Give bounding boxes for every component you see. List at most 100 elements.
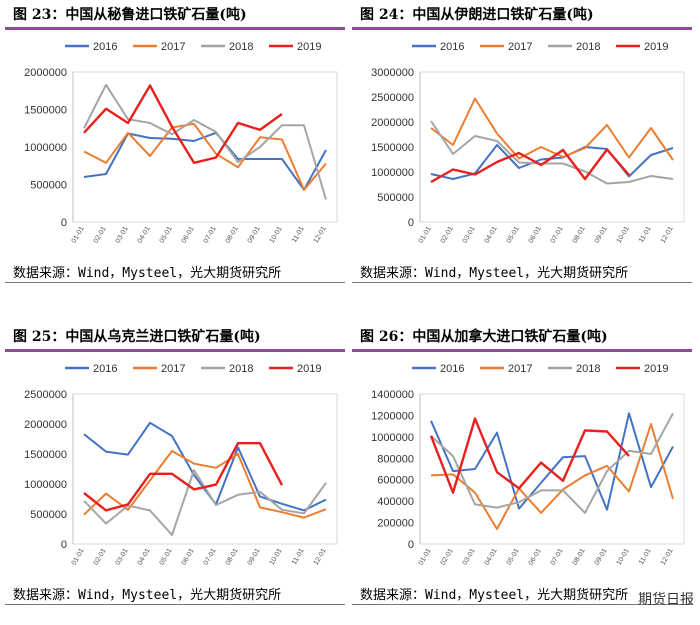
- series-line-2019: [430, 148, 630, 184]
- title-divider: [5, 27, 345, 30]
- legend-label: 2016: [93, 363, 117, 375]
- series-line-2019: [83, 84, 283, 165]
- line-chart: 0 500000 1000000 1500000 2000000 01-01 02-01 03…: [24, 41, 338, 245]
- x-tick-label: 08-01: [572, 547, 587, 566]
- data-source: 数据来源：Wind，Mysteel，光大期货研究所: [13, 588, 282, 603]
- x-tick-label: 04-01: [484, 225, 499, 244]
- x-tick-label: 10-01: [269, 225, 284, 244]
- x-tick-label: 03-01: [115, 547, 130, 566]
- y-tick-label: 0: [408, 539, 414, 551]
- x-tick-label: 09-01: [247, 225, 262, 244]
- x-tick-label: 01-01: [71, 225, 86, 244]
- legend-label: 2018: [229, 41, 253, 53]
- x-tick-label: 07-01: [203, 547, 218, 566]
- x-tick-label: 01-01: [418, 225, 433, 244]
- chart-title: 图 24：中国从伊朗进口铁矿石量(吨): [360, 7, 594, 23]
- x-tick-label: 03-01: [115, 225, 130, 244]
- y-tick-label: 0: [61, 217, 67, 229]
- x-tick-label: 05-01: [506, 547, 521, 566]
- x-tick-label: 09-01: [247, 547, 262, 566]
- line-chart: 0 500000 1000000 1500000 2000000 2500000 01-01…: [24, 363, 338, 567]
- series-line-2017: [430, 97, 674, 161]
- x-tick-label: 07-01: [550, 225, 565, 244]
- series-line-2019: [83, 441, 284, 512]
- watermark-logo: 期货日报: [638, 592, 694, 608]
- plot-area: [419, 71, 685, 223]
- series-line-2016: [83, 421, 327, 512]
- title-divider: [352, 27, 692, 30]
- x-tick-label: 12-01: [313, 547, 328, 566]
- y-tick-label: 800000: [377, 453, 414, 465]
- legend-label: 2019: [644, 363, 668, 375]
- x-tick-label: 07-01: [203, 225, 218, 244]
- series-line-2019: [429, 417, 630, 494]
- series-line-2016: [83, 131, 327, 191]
- y-tick-label: 1500000: [24, 449, 67, 461]
- y-tick-label: 500000: [30, 180, 67, 192]
- x-tick-label: 10-01: [616, 547, 631, 566]
- legend-label: 2019: [297, 363, 321, 375]
- x-tick-label: 12-01: [660, 225, 675, 244]
- y-tick-label: 2500000: [24, 389, 67, 401]
- x-tick-label: 02-01: [93, 225, 108, 244]
- x-tick-label: 12-01: [313, 225, 328, 244]
- x-tick-label: 05-01: [506, 225, 521, 244]
- x-tick-label: 06-01: [181, 225, 196, 244]
- x-tick-label: 05-01: [159, 225, 174, 244]
- y-tick-label: 3000000: [371, 67, 414, 79]
- legend-label: 2019: [644, 41, 668, 53]
- legend-label: 2018: [576, 41, 600, 53]
- y-tick-label: 600000: [377, 475, 414, 487]
- y-tick-label: 200000: [377, 518, 414, 530]
- x-tick-label: 11-01: [291, 547, 306, 566]
- x-tick-label: 10-01: [269, 547, 284, 566]
- x-tick-label: 06-01: [181, 547, 196, 566]
- x-tick-label: 06-01: [528, 547, 543, 566]
- y-tick-label: 0: [408, 217, 414, 229]
- x-tick-label: 10-01: [616, 225, 631, 244]
- y-tick-label: 1000000: [371, 432, 414, 444]
- data-source: 数据来源：Wind，Mysteel，光大期货研究所: [13, 266, 282, 281]
- chart-title: 图 26：中国从加拿大进口铁矿石量(吨): [360, 329, 608, 345]
- chart-panel-peru: 图 23：中国从秘鲁进口铁矿石量(吨) 0 500000 1000000 150000…: [5, 0, 345, 300]
- y-tick-label: 500000: [30, 509, 67, 521]
- y-tick-label: 1000000: [371, 167, 414, 179]
- series-line-2017: [83, 122, 327, 191]
- y-tick-label: 1000000: [24, 142, 67, 154]
- series-line-2018: [430, 120, 674, 185]
- y-tick-label: 2000000: [24, 67, 67, 79]
- x-tick-label: 09-01: [594, 225, 609, 244]
- series-line-2018: [430, 412, 674, 514]
- source-divider: [5, 282, 345, 283]
- source-divider: [352, 282, 692, 283]
- source-divider: [352, 604, 692, 605]
- source-divider: [5, 604, 345, 605]
- data-source: 数据来源：Wind，Mysteel，光大期货研究所: [360, 588, 629, 603]
- y-tick-label: 0: [61, 539, 67, 551]
- title-divider: [5, 349, 345, 352]
- title-divider: [352, 349, 692, 352]
- x-tick-label: 03-01: [462, 225, 477, 244]
- chart-title: 图 23：中国从秘鲁进口铁矿石量(吨): [13, 7, 247, 23]
- legend-label: 2019: [297, 41, 321, 53]
- y-tick-label: 1500000: [371, 142, 414, 154]
- y-tick-label: 1500000: [24, 105, 67, 117]
- y-tick-label: 1400000: [371, 389, 414, 401]
- plot-area: [72, 393, 338, 545]
- x-tick-label: 05-01: [159, 547, 174, 566]
- x-tick-label: 08-01: [225, 225, 240, 244]
- x-tick-label: 03-01: [462, 547, 477, 566]
- x-tick-label: 08-01: [225, 547, 240, 566]
- series-line-2018: [83, 83, 327, 200]
- y-tick-label: 2000000: [371, 117, 414, 129]
- legend-label: 2017: [161, 363, 185, 375]
- legend-label: 2018: [229, 363, 253, 375]
- series-line-2016: [430, 412, 674, 511]
- x-tick-label: 04-01: [137, 547, 152, 566]
- x-tick-label: 07-01: [550, 547, 565, 566]
- x-tick-label: 04-01: [484, 547, 499, 566]
- line-chart: 0 200000 400000 600000 800000 1000000 1200000 1…: [371, 363, 685, 567]
- y-tick-label: 500000: [377, 192, 414, 204]
- x-tick-label: 02-01: [93, 547, 108, 566]
- x-tick-label: 06-01: [528, 225, 543, 244]
